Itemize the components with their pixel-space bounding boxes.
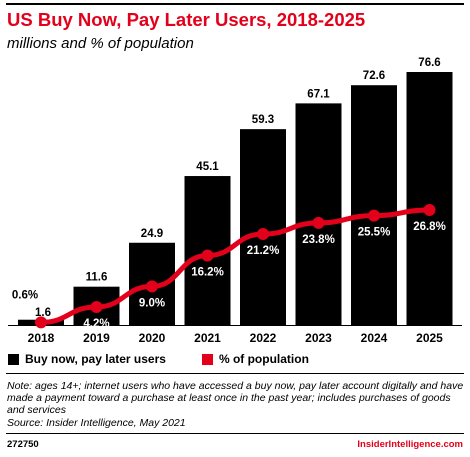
x-tick-label: 2023 xyxy=(305,331,332,345)
legend-label-bars: Buy now, pay later users xyxy=(25,352,166,366)
footnote-note: Note: ages 14+; internet users who have … xyxy=(7,380,464,417)
top-rule xyxy=(6,3,464,5)
population-value-label: 9.0% xyxy=(139,297,165,309)
population-value-label: 0.6% xyxy=(12,289,38,301)
footer-divider xyxy=(6,433,464,434)
population-point-2023 xyxy=(312,216,325,229)
bar-value-label: 45.1 xyxy=(196,161,219,173)
bar-2024 xyxy=(351,85,397,325)
legend: Buy now, pay later users % of population xyxy=(8,352,345,366)
footnote: Note: ages 14+; internet users who have … xyxy=(7,380,467,429)
legend-item-line: % of population xyxy=(201,352,309,366)
population-point-2021 xyxy=(201,249,214,262)
population-value-label: 21.2% xyxy=(247,245,280,257)
legend-swatch-line xyxy=(201,353,213,365)
population-value-label: 25.5% xyxy=(358,227,391,239)
population-value-label: 16.2% xyxy=(191,266,224,278)
x-tick-label: 2024 xyxy=(361,331,388,345)
x-tick-label: 2022 xyxy=(250,331,277,345)
bar-value-label: 59.3 xyxy=(252,114,274,126)
x-tick-label: 2020 xyxy=(139,331,166,345)
population-point-2020 xyxy=(146,280,158,293)
population-point-2019 xyxy=(90,300,103,313)
chart-plot: 1.6 11.6 24.9 45.1 59.3 67.1 72.6 76.6 2018 2019 2… xyxy=(8,57,462,345)
x-tick-label: 2025 xyxy=(416,331,443,345)
population-value-label: 26.8% xyxy=(413,221,446,233)
legend-swatch-bars xyxy=(8,353,19,365)
population-value-label: 23.8% xyxy=(302,234,335,246)
x-tick-label: 2021 xyxy=(194,331,221,345)
population-point-2022 xyxy=(257,228,269,241)
legend-item-bars: Buy now, pay later users xyxy=(8,352,166,366)
population-value-label: 4.2% xyxy=(83,318,109,330)
population-point-2025 xyxy=(423,204,436,216)
bar-2023 xyxy=(295,103,342,325)
chart-title: US Buy Now, Pay Later Users, 2018-2025 xyxy=(7,9,366,30)
chart-subtitle: millions and % of population xyxy=(7,35,194,52)
bar-value-label: 1.6 xyxy=(35,307,51,319)
footnote-source: Source: Insider Intelligence, May 2021 xyxy=(7,416,186,429)
bar-2022 xyxy=(240,129,286,325)
bar-2025 xyxy=(406,72,453,325)
bar-value-label: 76.6 xyxy=(418,57,440,69)
legend-divider xyxy=(6,373,464,374)
population-point-2018 xyxy=(35,316,47,329)
legend-label-line: % of population xyxy=(218,352,309,366)
x-tick-label: 2019 xyxy=(83,331,110,345)
bar-value-label: 72.6 xyxy=(363,70,385,82)
x-tick-label: 2018 xyxy=(28,331,55,345)
chart-id: 272750 xyxy=(7,439,39,450)
population-point-2024 xyxy=(368,209,380,222)
bar-value-label: 24.9 xyxy=(141,228,163,240)
bar-value-label: 11.6 xyxy=(86,272,108,284)
bar-value-label: 67.1 xyxy=(307,88,330,100)
brand-link[interactable]: InsiderIntelligence.com xyxy=(357,439,463,450)
